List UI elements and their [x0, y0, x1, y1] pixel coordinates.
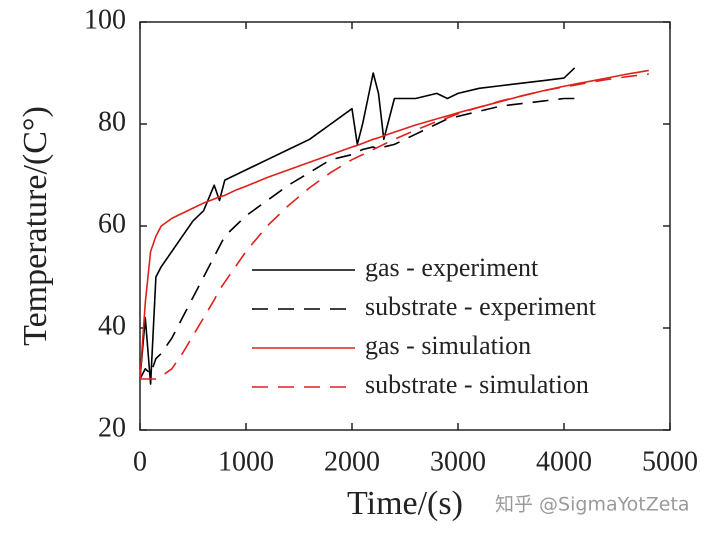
x-tick-label: 5000 [642, 446, 698, 477]
y-tick-label: 100 [84, 4, 126, 35]
x-axis-title: Time/(s) [347, 485, 463, 522]
y-tick-label: 60 [98, 208, 126, 239]
legend-label: substrate - experiment [365, 292, 597, 321]
y-tick-label: 80 [98, 106, 126, 137]
y-tick-label: 40 [98, 310, 126, 341]
series-line [139, 69, 649, 380]
x-tick-label: 1000 [218, 446, 274, 477]
legend-label: gas - simulation [365, 331, 531, 360]
y-axis-title: Temperature/(C°) [17, 106, 54, 346]
x-tick-label: 3000 [430, 446, 486, 477]
y-tick-label: 20 [98, 412, 126, 443]
watermark: 知乎 @SigmaYotZeta [495, 494, 690, 516]
plot-frame [139, 21, 671, 431]
legend-label: substrate - simulation [365, 370, 589, 399]
x-tick-label: 4000 [536, 446, 592, 477]
x-tick-label: 2000 [324, 446, 380, 477]
series-line [140, 73, 649, 380]
legend-label: gas - experiment [365, 253, 539, 282]
x-tick-label: 0 [133, 446, 147, 477]
series-line [139, 67, 576, 385]
series-line [139, 97, 575, 380]
